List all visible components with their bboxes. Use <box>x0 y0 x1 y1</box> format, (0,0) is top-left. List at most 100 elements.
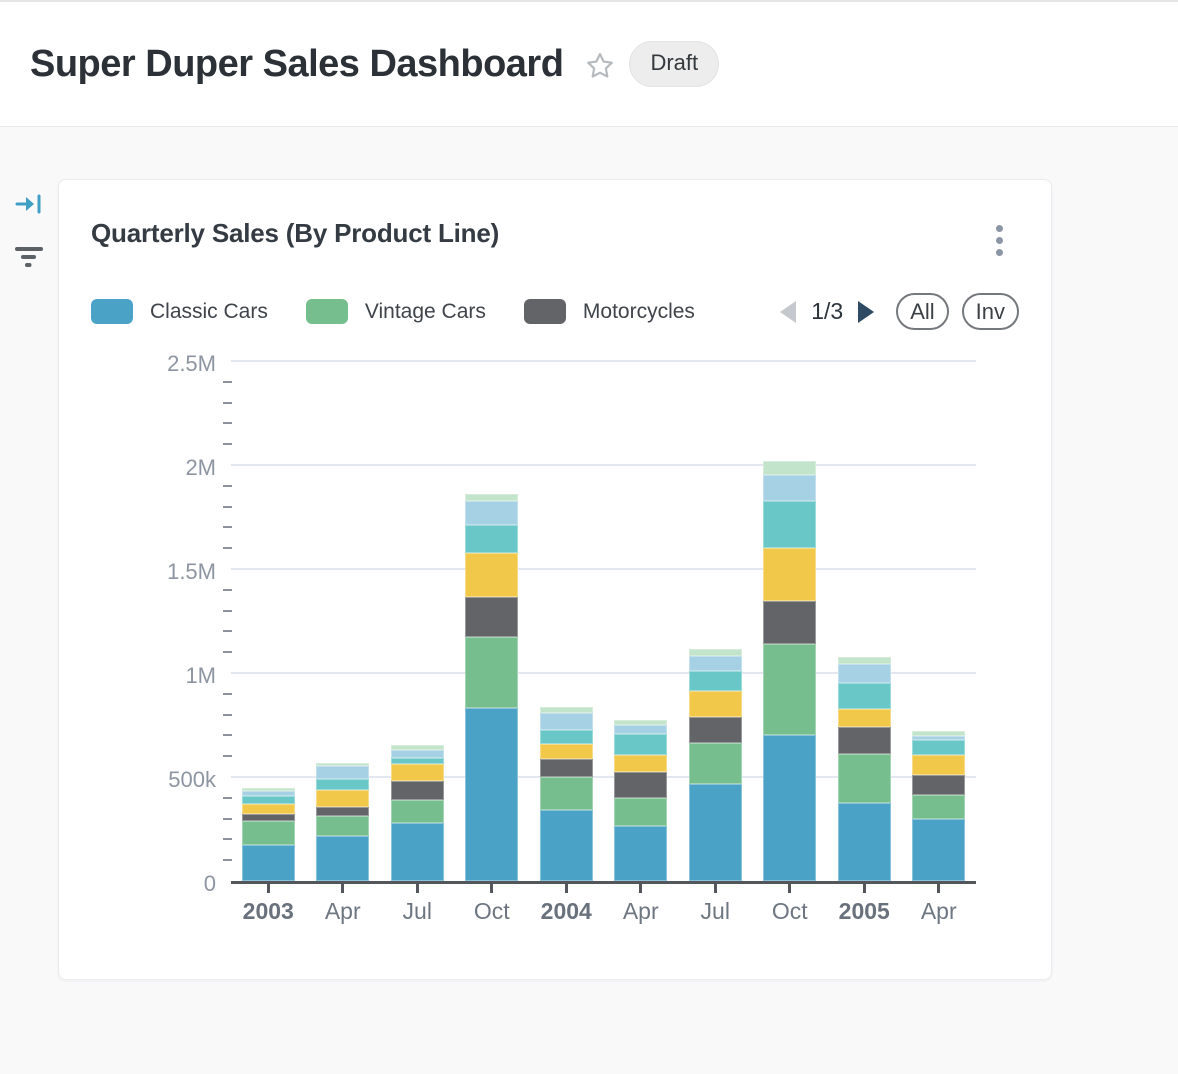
bar-segment[interactable] <box>688 717 742 744</box>
bar-segment[interactable] <box>465 493 519 502</box>
bar-segment[interactable] <box>688 743 742 785</box>
invert-selection-button[interactable]: Inv <box>961 293 1019 330</box>
y-axis-label: 0 <box>203 871 216 896</box>
legend-label: Vintage Cars <box>364 299 486 323</box>
bar-segment[interactable] <box>465 707 519 881</box>
bar-segment[interactable] <box>539 758 593 778</box>
bar-segment[interactable] <box>539 810 593 881</box>
x-axis-tick <box>713 884 717 893</box>
bar-segment[interactable] <box>390 745 444 750</box>
bar-segment[interactable] <box>539 743 593 759</box>
bar-segment[interactable] <box>614 720 668 726</box>
bar-segment[interactable] <box>837 803 891 881</box>
bar-segment[interactable] <box>688 691 742 718</box>
bar-segment[interactable] <box>241 788 295 791</box>
expand-sidebar-icon[interactable] <box>15 191 43 217</box>
bar-5-apr <box>614 720 668 881</box>
bar-segment[interactable] <box>316 790 370 807</box>
x-axis-tick <box>415 884 419 893</box>
bar-1-apr <box>316 763 370 881</box>
legend-swatch-vintage-cars <box>305 299 348 324</box>
bar-segment[interactable] <box>763 501 817 549</box>
bar-segment[interactable] <box>763 734 817 881</box>
bar-segment[interactable] <box>763 601 817 645</box>
bar-segment[interactable] <box>837 664 891 683</box>
bar-segment[interactable] <box>241 821 295 846</box>
x-axis-label: Apr <box>622 898 659 924</box>
bar-segment[interactable] <box>390 780 444 801</box>
bar-segment[interactable] <box>316 763 370 767</box>
bar-segment[interactable] <box>539 712 593 731</box>
bar-segment[interactable] <box>837 727 891 754</box>
bar-segment[interactable] <box>539 777 593 811</box>
star-icon[interactable] <box>583 49 617 83</box>
x-axis-label: Oct <box>473 898 510 924</box>
legend-item-motorcycles[interactable]: Motorcycles <box>523 299 695 324</box>
x-axis-tick <box>862 884 866 893</box>
bar-segment[interactable] <box>539 706 593 713</box>
legend-item-classic-cars[interactable]: Classic Cars <box>91 299 268 324</box>
x-axis-tick <box>937 884 941 893</box>
bar-3-oct <box>465 493 519 881</box>
bar-segment[interactable] <box>390 750 444 759</box>
bar-segment[interactable] <box>465 597 519 638</box>
bar-segment[interactable] <box>614 826 668 881</box>
x-axis-label: Apr <box>920 898 957 924</box>
legend-next-icon[interactable] <box>858 300 875 323</box>
bar-segment[interactable] <box>837 657 891 665</box>
bar-segment[interactable] <box>539 730 593 744</box>
bar-segment[interactable] <box>912 795 966 820</box>
bar-segment[interactable] <box>316 766 370 780</box>
legend-item-vintage-cars[interactable]: Vintage Cars <box>305 299 486 324</box>
bar-segment[interactable] <box>912 755 966 775</box>
bar-segment[interactable] <box>316 806 370 816</box>
bar-segment[interactable] <box>241 804 295 815</box>
bar-segment[interactable] <box>390 822 444 881</box>
bar-segment[interactable] <box>614 754 668 773</box>
bar-segment[interactable] <box>390 800 444 823</box>
bar-segment[interactable] <box>688 649 742 656</box>
bar-segment[interactable] <box>241 845 295 881</box>
bar-segment[interactable] <box>390 758 444 764</box>
bar-segment[interactable] <box>241 791 295 796</box>
bar-segment[interactable] <box>614 725 668 734</box>
bar-segment[interactable] <box>912 819 966 881</box>
bar-segment[interactable] <box>390 763 444 781</box>
bar-segment[interactable] <box>912 774 966 796</box>
bar-segment[interactable] <box>614 798 668 827</box>
legend-prev-icon[interactable] <box>780 300 797 323</box>
bar-segment[interactable] <box>688 655 742 671</box>
bar-segment[interactable] <box>763 475 817 502</box>
bar-segment[interactable] <box>465 524 519 554</box>
y-axis-labels: 0 500k 1M 1.5M 2M 2.5M <box>91 351 231 896</box>
bar-segment[interactable] <box>763 461 817 476</box>
bar-segment[interactable] <box>837 709 891 728</box>
bar-segment[interactable] <box>688 784 742 881</box>
bar-segment[interactable] <box>837 753 891 803</box>
bar-segment[interactable] <box>316 779 370 791</box>
bar-segment[interactable] <box>763 644 817 735</box>
draft-status-badge: Draft <box>629 41 720 87</box>
bar-segment[interactable] <box>912 736 966 741</box>
bar-segment[interactable] <box>465 637 519 708</box>
bar-segment[interactable] <box>241 795 295 805</box>
bar-segment[interactable] <box>465 553 519 598</box>
bar-segment[interactable] <box>837 683 891 709</box>
bar-segment[interactable] <box>316 815 370 837</box>
x-axis-ticks <box>231 884 976 893</box>
x-axis-tick <box>266 884 270 893</box>
filter-icon[interactable] <box>14 243 44 269</box>
bar-segment[interactable] <box>614 733 668 755</box>
bar-segment[interactable] <box>465 501 519 525</box>
bar-segment[interactable] <box>316 836 370 881</box>
card-menu-icon[interactable] <box>994 218 1005 263</box>
chart-legend: Classic Cars Vintage Cars Motorcycles 1/… <box>91 293 1019 330</box>
bar-segment[interactable] <box>614 772 668 799</box>
bar-segment[interactable] <box>912 731 966 737</box>
bar-segment[interactable] <box>688 670 742 692</box>
stacked-bar-chart: 0 500k 1M 1.5M 2M 2.5M 2003 Apr Jul Oct 2004 Apr Ju… <box>91 351 1019 925</box>
bar-segment[interactable] <box>763 548 817 602</box>
select-all-button[interactable]: All <box>896 293 949 330</box>
bar-segment[interactable] <box>241 814 295 822</box>
bar-segment[interactable] <box>912 740 966 755</box>
